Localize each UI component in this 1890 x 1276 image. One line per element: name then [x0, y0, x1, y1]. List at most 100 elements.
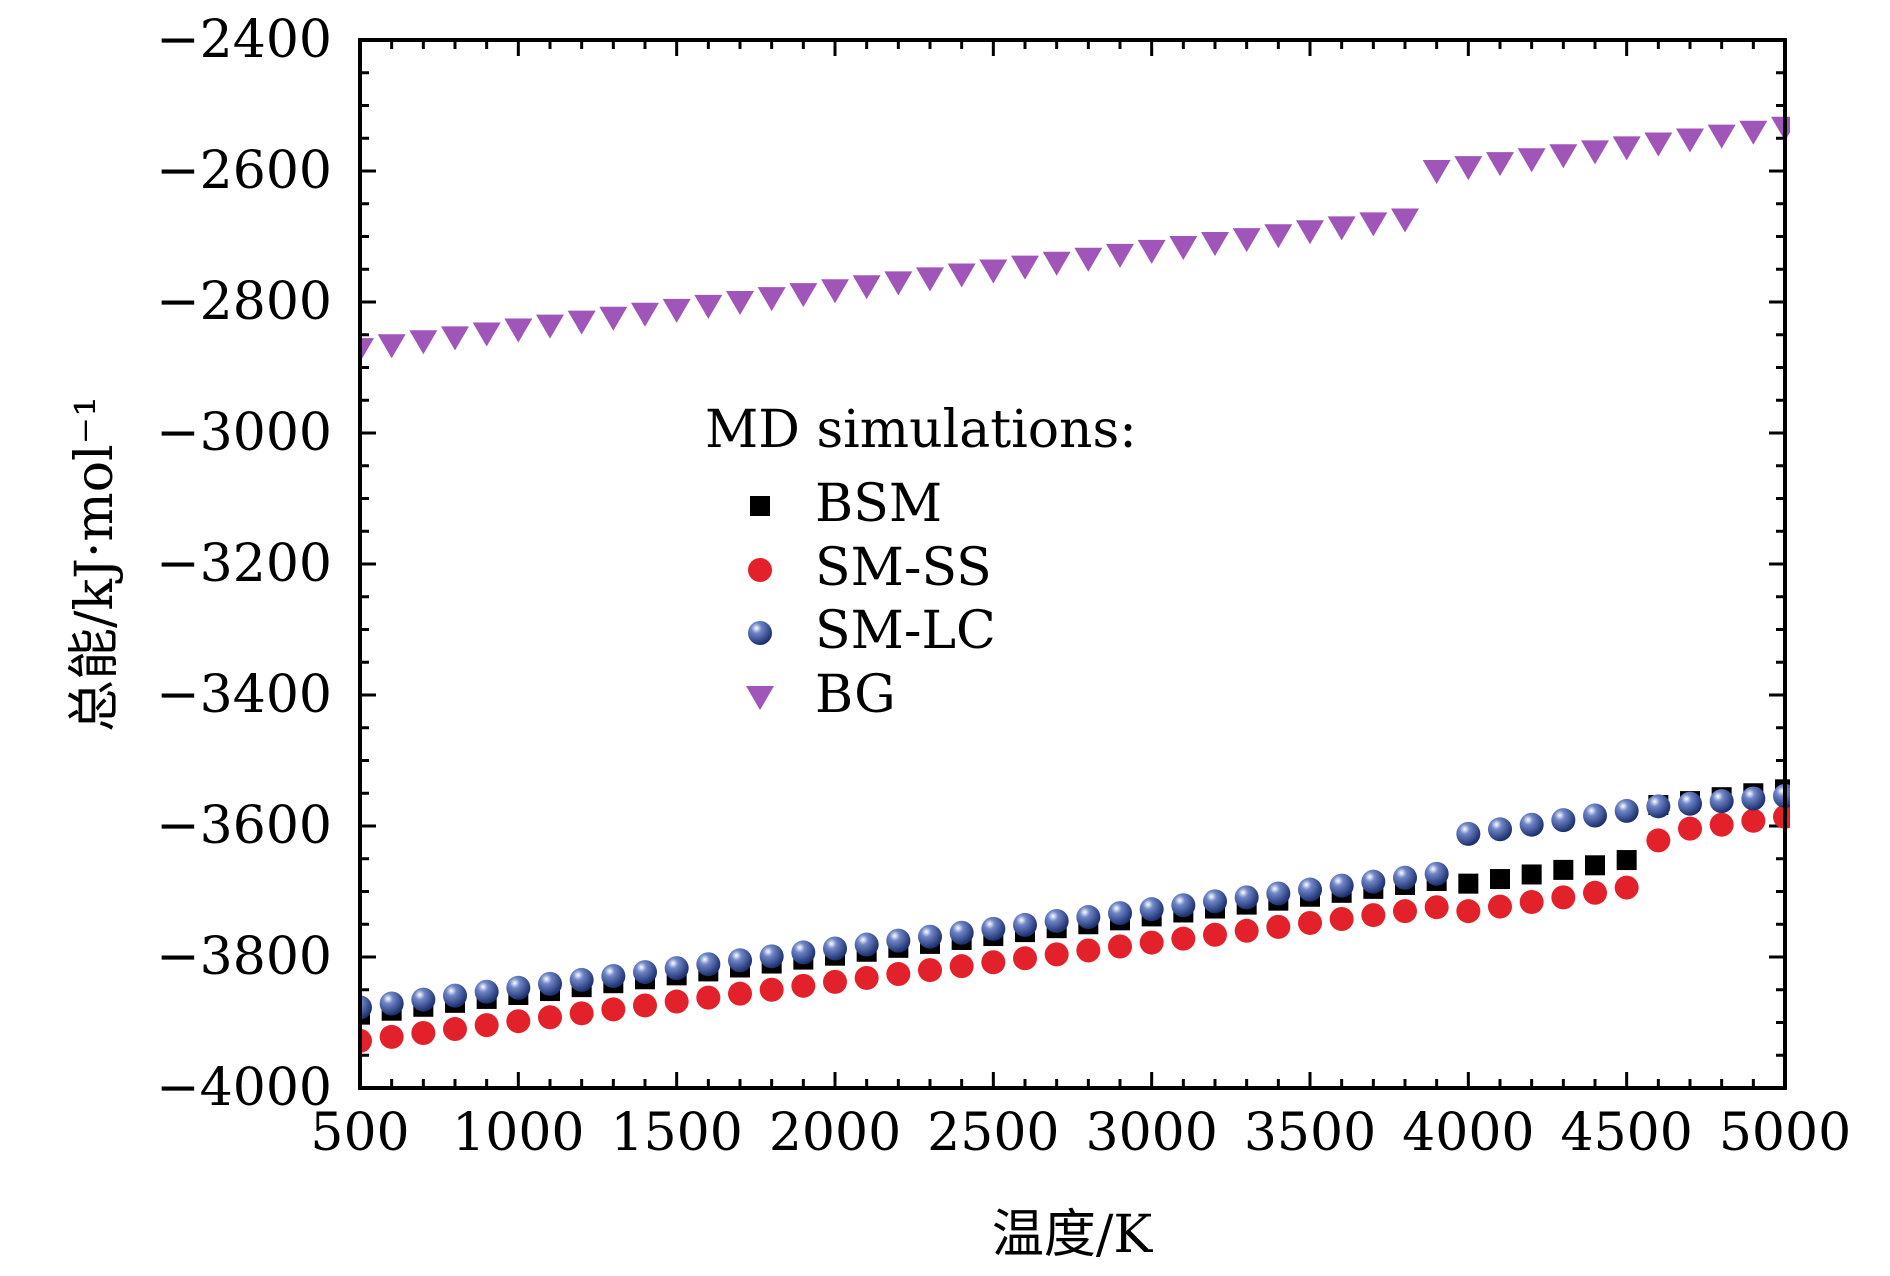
data-point-bg — [979, 259, 1008, 284]
data-point-sm-ss — [1393, 899, 1417, 924]
data-point-bg — [599, 306, 628, 331]
y-tick-labels: −2400 −2600 −2800 −3000 −3200 −3400 −3600 −3800… — [156, 10, 332, 1118]
data-point-bg — [1391, 208, 1419, 233]
data-point-sm-lc — [1361, 869, 1386, 894]
data-point-sm-ss — [506, 1009, 531, 1034]
data-point-bg — [947, 263, 976, 288]
data-point-bg — [1359, 212, 1388, 237]
data-point-bg — [1296, 220, 1324, 245]
data-point-sm-ss — [633, 993, 657, 1018]
x-tick-label: 5000 — [1719, 1103, 1851, 1163]
data-point-sm-lc — [1234, 885, 1259, 910]
data-point-sm-ss — [1266, 914, 1291, 939]
data-point-sm-lc — [1551, 808, 1576, 833]
series-sm-ss — [360, 804, 1790, 1053]
data-point-sm-ss — [1108, 934, 1132, 959]
x-tick-label: 500 — [310, 1103, 409, 1163]
minor-ticks — [360, 40, 1785, 1088]
data-point-sm-lc — [569, 967, 594, 992]
data-point-bg — [1169, 235, 1198, 260]
data-point-bg — [536, 314, 564, 339]
data-point-bsm — [1458, 873, 1479, 894]
data-point-sm-lc — [1488, 817, 1512, 842]
data-point-sm-lc — [1393, 865, 1417, 890]
data-point-sm-ss — [1709, 812, 1734, 837]
data-point-sm-lc — [1076, 905, 1101, 930]
data-point-bg — [852, 275, 881, 300]
data-point-sm-lc — [538, 971, 562, 996]
data-point-bg — [1454, 156, 1483, 181]
data-point-sm-lc — [1298, 877, 1322, 902]
data-point-sm-lc — [1519, 812, 1544, 837]
data-point-sm-lc — [1139, 897, 1164, 922]
data-point-bg — [884, 271, 913, 296]
data-point-sm-ss — [360, 1028, 372, 1053]
data-point-bg — [1264, 224, 1293, 249]
data-point-sm-lc — [1741, 786, 1766, 811]
x-tick-label: 4500 — [1560, 1103, 1692, 1163]
data-point-sm-lc — [1013, 912, 1037, 937]
x-tick-label: 4000 — [1402, 1103, 1534, 1163]
data-point-sm-ss — [854, 965, 879, 990]
data-point-sm-ss — [1203, 922, 1227, 947]
data-point-sm-ss — [949, 954, 974, 979]
data-point-sm-ss — [664, 989, 689, 1014]
y-tick-label: −3200 — [156, 534, 332, 594]
data-point-sm-ss — [538, 1005, 562, 1030]
data-point-bg — [1581, 140, 1609, 165]
data-point-bg — [1106, 243, 1134, 268]
data-point-bg — [1042, 251, 1071, 276]
data-point-sm-ss — [728, 981, 752, 1006]
plot-frame — [358, 38, 1787, 1090]
data-point-sm-ss — [1139, 930, 1164, 955]
data-point-sm-ss — [443, 1017, 467, 1042]
data-point-sm-lc — [759, 944, 784, 969]
data-point-sm-lc — [1424, 861, 1449, 886]
data-point-sm-ss — [981, 950, 1006, 975]
data-point-sm-ss — [1361, 903, 1386, 928]
data-point-bsm — [1553, 859, 1574, 880]
data-point-bsm — [1490, 869, 1510, 890]
data-point-bg — [1612, 136, 1641, 161]
data-point-bg — [1074, 247, 1103, 272]
data-point-bg — [1676, 128, 1704, 153]
data-point-bg — [757, 287, 786, 312]
data-point-bg — [472, 322, 501, 347]
legend-marker-sm-lc — [748, 621, 772, 645]
data-point-sm-lc — [1171, 893, 1196, 918]
data-point-sm-lc — [918, 924, 942, 949]
legend-label-sm-lc: SM-LC — [815, 601, 996, 661]
series-layer — [360, 116, 1790, 1053]
data-point-sm-ss — [1614, 875, 1639, 900]
data-point-sm-ss — [696, 985, 721, 1010]
data-point-bg — [1327, 216, 1356, 241]
data-point-sm-lc — [1614, 798, 1639, 823]
data-point-bg — [441, 326, 469, 351]
legend-label-sm-ss: SM-SS — [815, 538, 992, 598]
data-point-sm-ss — [1044, 942, 1069, 967]
data-point-sm-ss — [1583, 880, 1607, 905]
data-point-sm-ss — [1456, 899, 1481, 924]
data-point-sm-lc — [886, 928, 911, 953]
data-point-sm-ss — [411, 1020, 436, 1045]
data-point-bg — [916, 267, 944, 292]
data-point-sm-lc — [1044, 908, 1069, 933]
data-point-bg — [1011, 255, 1039, 280]
data-point-sm-lc — [1646, 794, 1671, 819]
data-point-bg — [631, 302, 659, 327]
data-point-bsm — [1521, 864, 1542, 885]
data-point-sm-ss — [1329, 907, 1354, 932]
data-point-sm-lc — [1108, 901, 1132, 926]
data-point-sm-lc — [1203, 889, 1227, 914]
data-point-sm-ss — [918, 958, 942, 983]
data-point-bg — [1644, 132, 1673, 157]
data-point-sm-ss — [1424, 895, 1449, 920]
data-point-sm-ss — [1741, 808, 1766, 833]
y-tick-label: −2800 — [156, 272, 332, 332]
data-point-sm-ss — [1646, 828, 1671, 853]
data-point-sm-lc — [791, 940, 816, 965]
data-point-sm-lc — [696, 952, 721, 977]
data-point-bg — [1201, 232, 1229, 257]
